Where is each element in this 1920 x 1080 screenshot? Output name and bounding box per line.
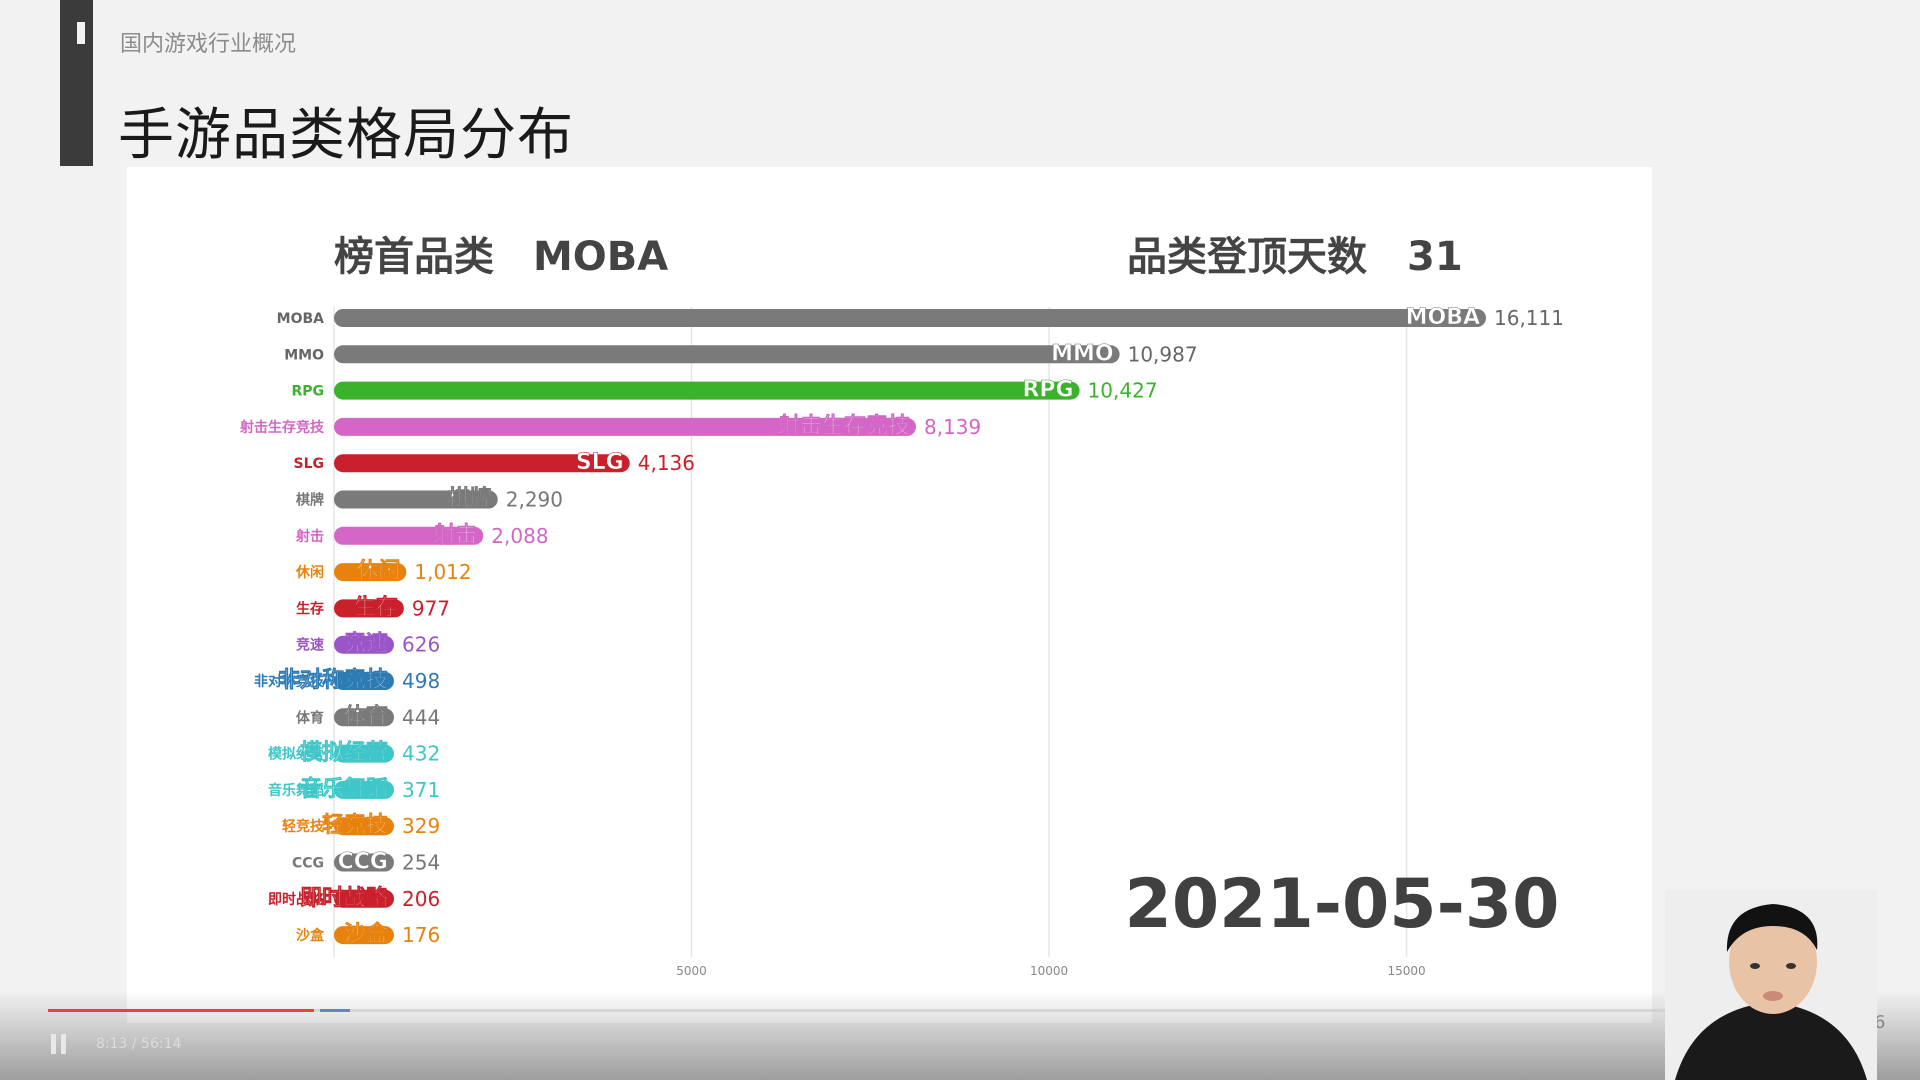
bar — [334, 708, 394, 727]
grid-lines — [333, 307, 1408, 957]
bar — [334, 744, 394, 763]
category-label: 体育 — [296, 709, 324, 726]
bar-inner-label: 模拟经营 — [300, 740, 388, 766]
value-label: 1,012 — [414, 560, 471, 584]
pause-icon-left — [51, 1034, 56, 1054]
value-label: 206 — [402, 887, 440, 911]
bar-inner-label: RPG — [1022, 378, 1073, 403]
bar-inner-label: 即时战略 — [300, 885, 389, 911]
category-label: 棋牌 — [296, 492, 324, 509]
value-label: 498 — [402, 669, 440, 693]
bar — [334, 672, 394, 690]
bar — [334, 490, 498, 509]
chart-panel: 榜首品类 MOBA 品类登顶天数 31 MOBA MOBA 16,111 MMO MMO… — [127, 167, 1652, 1023]
bar-inner-label: 沙盒 — [344, 921, 389, 947]
leader-label: 榜首品类 — [334, 234, 494, 280]
bar-inner-label: 体育 — [344, 703, 388, 729]
x-axis-ticks: 5000 10000 15000 — [676, 964, 1425, 978]
category-label: 音乐舞蹈 — [268, 782, 324, 799]
bar — [334, 853, 394, 872]
days-label: 品类登顶天数 — [1127, 234, 1367, 280]
category-label: 射击生存竞技 — [239, 419, 325, 436]
category-label: 射击 — [295, 528, 324, 545]
category-label: MOBA — [277, 311, 325, 327]
value-label: 329 — [402, 814, 440, 838]
pause-icon-right — [61, 1034, 66, 1054]
pause-button[interactable] — [50, 1034, 68, 1054]
value-label: 2,088 — [491, 524, 548, 548]
slide-page-number: 6 — [1874, 1012, 1885, 1033]
category-label: SLG — [294, 456, 325, 472]
category-label: MMO — [284, 347, 324, 363]
bar-inner-label: 生存 — [354, 594, 398, 620]
bar — [334, 780, 394, 799]
progress-buffer — [320, 1009, 350, 1012]
bar — [334, 417, 916, 436]
bar — [334, 345, 1120, 364]
value-label: 4,136 — [638, 451, 695, 475]
x-tick-label: 5000 — [676, 964, 707, 978]
playback-time: 8:13 / 56:14 — [96, 1036, 182, 1052]
bar-inner-label: 射击 — [432, 522, 477, 548]
presenter-video-avatar — [1665, 890, 1877, 1080]
category-label: 模拟经营 — [268, 746, 324, 763]
bar-inner-label: MMO — [1051, 341, 1114, 366]
bar — [334, 526, 484, 545]
value-label: 176 — [402, 923, 440, 947]
bar — [334, 926, 394, 945]
bars-group: MOBA MOBA 16,111 MMO MMO 10,987 RPG RPG 10,427 射击… — [239, 305, 1564, 948]
category-label: 休闲 — [295, 564, 324, 581]
bar-inner-label: 休闲 — [355, 559, 400, 584]
value-label: 10,427 — [1088, 379, 1158, 403]
category-label: 非对称竞技 — [254, 673, 325, 690]
bar-inner-label: CCG — [338, 850, 388, 875]
date-label: 2021-05-30 — [1125, 865, 1560, 944]
category-label: RPG — [291, 384, 324, 400]
value-label: 8,139 — [924, 415, 981, 439]
slide-title: 手游品类格局分布 — [118, 103, 574, 168]
bar-inner-label: SLG — [576, 450, 624, 475]
bar — [334, 454, 630, 473]
value-label: 432 — [402, 742, 440, 766]
value-label: 444 — [402, 705, 440, 729]
bar-chart-race: 榜首品类 MOBA 品类登顶天数 31 MOBA MOBA 16,111 MMO MMO… — [239, 234, 1564, 978]
category-label: CCG — [292, 856, 324, 872]
value-label: 626 — [402, 633, 440, 657]
progress-played — [48, 1009, 315, 1012]
bar-inner-label: 射击生存竞技 — [777, 413, 911, 439]
bar-inner-label: 音乐舞蹈 — [300, 776, 388, 802]
bar-inner-label: 轻竞技 — [322, 812, 389, 838]
value-label: 10,987 — [1128, 342, 1198, 366]
bar — [334, 381, 1080, 400]
category-label: 沙盒 — [296, 927, 325, 944]
x-tick-label: 15000 — [1387, 964, 1425, 978]
value-label: 2,290 — [506, 488, 563, 512]
bar — [334, 599, 404, 618]
video-player-controls — [0, 990, 1920, 1080]
value-label: 371 — [402, 778, 440, 802]
x-tick-label: 10000 — [1030, 964, 1068, 978]
category-label: 轻竞技 — [282, 818, 325, 835]
category-label: 竞速 — [296, 637, 324, 654]
category-label: 即时战略 — [268, 891, 325, 908]
bar — [334, 889, 394, 908]
progress-bar[interactable] — [48, 1009, 1872, 1012]
value-label: 16,111 — [1494, 306, 1564, 330]
bar-inner-label: MOBA — [1406, 305, 1480, 330]
bar-inner-label: 竞速 — [344, 631, 388, 657]
value-label: 254 — [402, 851, 440, 875]
bar — [334, 563, 407, 582]
bar — [334, 635, 394, 654]
category-label: 生存 — [296, 600, 324, 617]
slide-accent-notch — [77, 22, 85, 44]
bar — [334, 817, 394, 836]
value-label: 977 — [412, 596, 450, 620]
slide-section-title: 国内游戏行业概况 — [120, 32, 297, 57]
days-value: 31 — [1407, 234, 1463, 280]
slide-accent-bar — [60, 0, 93, 166]
bar-inner-label: 棋牌 — [448, 486, 492, 512]
bar — [334, 309, 1486, 327]
leader-value: MOBA — [533, 234, 668, 280]
bar-inner-label: 非对称竞技 — [278, 667, 389, 693]
